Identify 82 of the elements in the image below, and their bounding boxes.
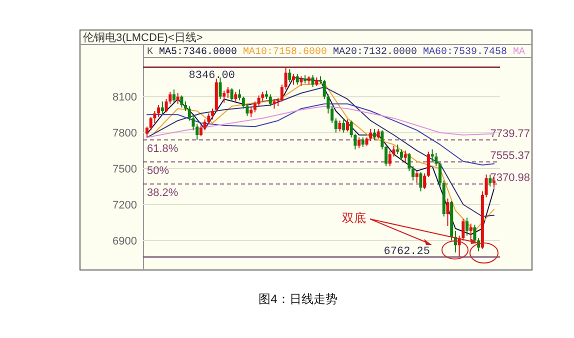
candlestick bbox=[361, 136, 364, 148]
text: MA60:7539.7458 bbox=[423, 47, 508, 58]
candlestick bbox=[180, 94, 184, 108]
candlestick bbox=[288, 68, 292, 83]
ref-line-label: 8346.00 bbox=[188, 70, 235, 82]
candlestick bbox=[334, 118, 338, 134]
candlestick bbox=[469, 223, 472, 239]
ref-line-label: 7739.77 bbox=[490, 128, 530, 140]
candlestick bbox=[268, 94, 272, 107]
y-tick-label: 7500 bbox=[112, 164, 137, 176]
legend-title: K bbox=[147, 47, 154, 58]
candlestick bbox=[380, 130, 384, 150]
candlestick bbox=[484, 174, 488, 198]
candlestick bbox=[199, 124, 202, 137]
candlestick bbox=[426, 151, 430, 178]
candlestick bbox=[388, 150, 392, 167]
candlestick bbox=[222, 90, 226, 104]
candlestick bbox=[211, 108, 214, 120]
candlestick bbox=[404, 150, 407, 162]
candlestick bbox=[160, 100, 164, 116]
candlestick bbox=[257, 94, 260, 107]
candlestick bbox=[157, 104, 160, 118]
candlestick bbox=[296, 73, 299, 86]
candlestick bbox=[250, 106, 253, 118]
candlestick bbox=[419, 172, 422, 192]
candlestick bbox=[253, 100, 256, 113]
candlestick bbox=[330, 106, 334, 124]
annotation: 双底 bbox=[342, 211, 366, 225]
y-tick-label: 7800 bbox=[112, 128, 137, 140]
caption: 图4：日线走势 bbox=[258, 292, 338, 306]
candlestick bbox=[292, 73, 296, 86]
candlestick bbox=[338, 120, 342, 132]
candlestick bbox=[146, 126, 148, 138]
text: MA bbox=[513, 47, 526, 58]
candlestick bbox=[376, 128, 380, 140]
candlestick bbox=[234, 91, 238, 102]
candlestick bbox=[218, 76, 222, 100]
candlestick bbox=[176, 92, 180, 104]
candlestick bbox=[408, 152, 411, 172]
candlestick bbox=[415, 170, 418, 184]
y-tick-label: 7200 bbox=[112, 200, 137, 212]
ref-line-label: 7555.37 bbox=[490, 150, 530, 162]
text: MA5:7346.0000 bbox=[159, 47, 238, 58]
candlestick bbox=[272, 98, 276, 110]
annotation: 50% bbox=[147, 164, 170, 177]
candlestick bbox=[473, 224, 476, 244]
candlestick bbox=[423, 172, 426, 190]
candlestick bbox=[261, 91, 264, 102]
candlestick bbox=[466, 217, 469, 236]
candlestick bbox=[384, 145, 388, 167]
candlestick bbox=[438, 162, 442, 188]
y-tick-label: 8100 bbox=[112, 92, 137, 104]
candlestick bbox=[184, 100, 188, 112]
candlestick bbox=[346, 118, 349, 132]
candlestick bbox=[372, 128, 376, 140]
candlestick bbox=[358, 136, 361, 149]
candlestick bbox=[430, 148, 434, 162]
annotation: 38.2% bbox=[147, 187, 178, 200]
candlestick bbox=[392, 145, 396, 158]
candlestick bbox=[188, 106, 191, 122]
candlestick bbox=[434, 152, 438, 167]
candlestick bbox=[396, 144, 400, 155]
candlestick bbox=[226, 86, 230, 98]
candlestick bbox=[284, 66, 288, 90]
candlestick bbox=[280, 84, 284, 102]
candlestick bbox=[300, 76, 303, 86]
candlestick bbox=[238, 88, 242, 101]
ref-line-label: 6762.25 bbox=[384, 246, 430, 258]
candlestick bbox=[446, 198, 450, 227]
candlestick bbox=[488, 174, 492, 188]
y-tick-label: 6900 bbox=[112, 235, 137, 248]
text: MA20:7132.0000 bbox=[333, 47, 418, 58]
chart-title: 伦铜电3(LMCDE)<日线> bbox=[83, 31, 203, 44]
candlestick bbox=[342, 118, 346, 134]
annotation: 61.8% bbox=[147, 142, 178, 155]
candlestick bbox=[230, 88, 234, 102]
candlestick bbox=[172, 88, 176, 104]
candlestick bbox=[311, 74, 314, 88]
text: MA10:7158.6000 bbox=[243, 47, 328, 58]
candlestick bbox=[412, 166, 415, 182]
ref-line-label: 7370.98 bbox=[490, 172, 530, 184]
candlestick bbox=[400, 148, 403, 161]
